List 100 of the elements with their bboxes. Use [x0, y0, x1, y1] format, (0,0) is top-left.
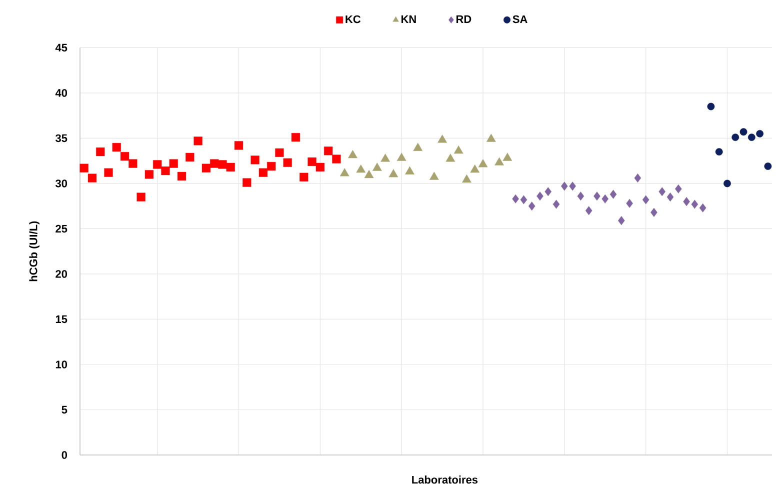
- point: [594, 192, 600, 201]
- point: [308, 157, 316, 166]
- legend-label: SA: [512, 15, 528, 24]
- point: [169, 159, 178, 168]
- point: [429, 172, 439, 180]
- point: [577, 192, 584, 201]
- point: [478, 159, 488, 168]
- point: [340, 168, 350, 176]
- point: [283, 158, 292, 167]
- point: [486, 134, 496, 142]
- point: [699, 203, 706, 212]
- legend-label: KC: [346, 15, 361, 24]
- legend-label: KN: [401, 15, 416, 23]
- point: [153, 160, 162, 169]
- point: [388, 169, 398, 178]
- y-tick-label: 30: [55, 180, 68, 188]
- point: [740, 128, 748, 136]
- point: [88, 174, 97, 182]
- point: [502, 152, 512, 161]
- point: [585, 206, 592, 216]
- point: [136, 192, 146, 202]
- point: [258, 168, 268, 177]
- point: [454, 145, 464, 154]
- point: [715, 148, 723, 156]
- y-tick-label: 5: [62, 406, 68, 414]
- point: [396, 152, 406, 161]
- point: [380, 154, 390, 162]
- point: [144, 170, 154, 179]
- point: [748, 134, 756, 142]
- point: [658, 187, 666, 196]
- point: [764, 162, 772, 170]
- point: [267, 162, 276, 171]
- legend-label: RD: [456, 15, 472, 23]
- point: [80, 164, 88, 172]
- point: [756, 130, 764, 138]
- point: [356, 164, 366, 173]
- point: [724, 180, 731, 188]
- point: [96, 147, 105, 156]
- point: [234, 141, 244, 150]
- point: [683, 197, 690, 206]
- point: [348, 150, 358, 158]
- y-tick-label: 20: [56, 270, 68, 278]
- point: [732, 134, 740, 142]
- point: [666, 192, 674, 202]
- point: [561, 182, 568, 191]
- point: [210, 159, 219, 168]
- y-axis-title: hCGb (UI/L): [29, 221, 40, 282]
- point: [177, 172, 186, 181]
- point: [120, 152, 130, 161]
- point: [242, 178, 252, 187]
- point: [194, 136, 202, 146]
- y-tick-label: 35: [55, 134, 68, 142]
- y-tick-label: 40: [55, 89, 68, 97]
- point: [626, 198, 633, 208]
- point: [618, 216, 625, 226]
- point: [438, 134, 447, 143]
- point: [552, 200, 560, 209]
- point: [674, 184, 682, 194]
- point: [186, 152, 194, 162]
- point: [544, 187, 552, 196]
- y-tick-label: 15: [56, 315, 68, 324]
- point: [161, 166, 170, 176]
- point: [332, 154, 341, 164]
- point: [650, 208, 658, 217]
- point: [104, 168, 113, 177]
- point: [610, 190, 617, 199]
- point: [364, 170, 374, 178]
- point: [512, 194, 519, 204]
- point: [707, 102, 715, 110]
- point: [494, 157, 504, 166]
- point: [462, 174, 472, 183]
- point: [405, 166, 414, 174]
- y-tick-label: 0: [62, 451, 68, 459]
- point: [128, 159, 138, 168]
- point: [413, 142, 423, 151]
- y-tick-label: 45: [55, 44, 68, 52]
- y-tick-label: 10: [56, 360, 68, 368]
- point: [250, 156, 260, 164]
- point: [112, 142, 121, 152]
- point: [446, 154, 456, 162]
- point: [520, 195, 528, 204]
- point: [536, 192, 544, 201]
- point: [569, 182, 576, 191]
- point: [372, 162, 382, 171]
- point: [202, 164, 210, 172]
- point: [316, 162, 324, 172]
- point: [324, 146, 333, 156]
- point: [226, 162, 235, 172]
- point: [470, 164, 480, 173]
- point: [691, 200, 698, 209]
- point: [291, 133, 300, 142]
- point: [528, 202, 536, 211]
- point: [642, 195, 650, 204]
- point: [218, 160, 227, 169]
- y-tick-label: 25: [56, 224, 68, 233]
- point: [602, 194, 609, 204]
- point: [275, 148, 284, 157]
- point: [300, 172, 308, 182]
- x-axis-title: Laboratoires: [412, 476, 478, 484]
- point: [634, 174, 642, 183]
